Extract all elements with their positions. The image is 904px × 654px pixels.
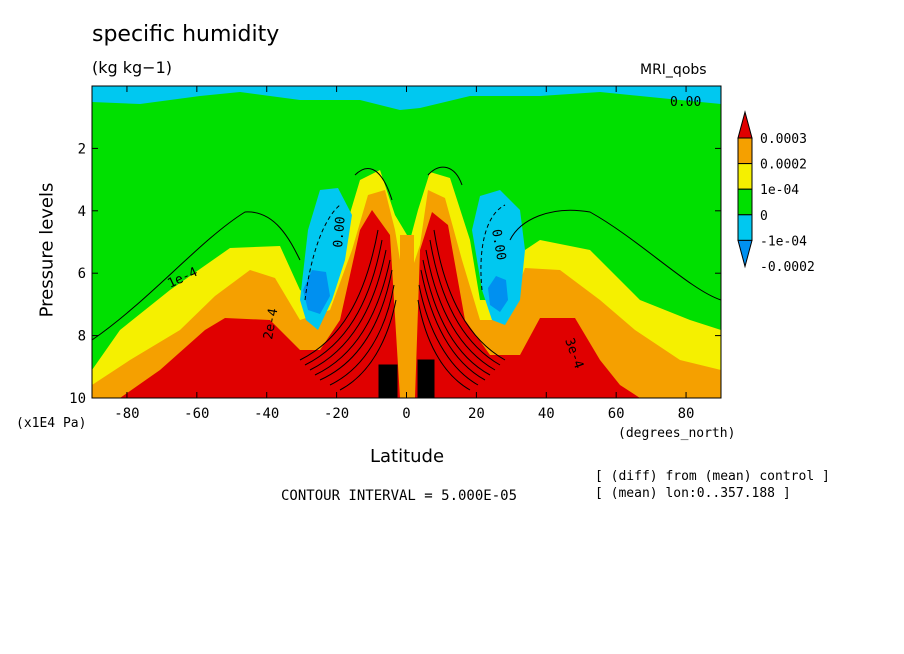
note-mean: [ (mean) lon:0..357.188 ] xyxy=(595,486,791,501)
field-min-north xyxy=(488,276,508,312)
field-negative-north xyxy=(472,190,525,325)
y-tick-label: 6 xyxy=(78,266,86,282)
colorbar-label: 0 xyxy=(760,209,768,224)
x-tick-label: 80 xyxy=(678,406,695,422)
colorbar-swatch xyxy=(737,214,753,241)
dense-contours xyxy=(92,166,721,398)
units-label: (kg kg−1) xyxy=(92,58,172,77)
colorbar-swatch xyxy=(737,137,753,165)
colorbar-swatch xyxy=(737,163,753,190)
field-equator-band xyxy=(400,235,414,398)
y-axis-units: (x1E4 Pa) xyxy=(16,416,87,431)
x-axis-label: Latitude xyxy=(369,446,445,467)
x-axis-units: (degrees_north) xyxy=(618,426,736,441)
contour-label: 0.00 xyxy=(670,95,701,110)
colorbar-label: -0.0002 xyxy=(760,260,815,275)
y-tick-label: 10 xyxy=(69,391,86,407)
x-tick-label: -40 xyxy=(254,406,279,422)
contour-label: 2e-4 xyxy=(261,307,281,341)
y-axis-label: Pressure levels xyxy=(36,182,58,318)
contour-interval: CONTOUR INTERVAL = 5.000E-05 xyxy=(281,488,518,504)
y-tick-label: 4 xyxy=(78,204,86,220)
dataset-label: MRI_qobs xyxy=(640,62,707,78)
colorbar: 0.0003 0.0002 1e-04 0 -1e-04 -0.0002 xyxy=(737,110,815,275)
colorbar-label: 1e-04 xyxy=(760,183,799,198)
field-negative-top xyxy=(92,86,721,110)
y-tick-label: 2 xyxy=(78,141,86,157)
x-tick-label: 40 xyxy=(538,406,555,422)
x-tick-label: -60 xyxy=(184,406,209,422)
contour-label: 0.00 xyxy=(488,228,508,261)
x-tick-label: 60 xyxy=(608,406,625,422)
colorbar-top-arrow xyxy=(737,110,753,139)
colorbar-label: 0.0002 xyxy=(760,158,807,173)
colorbar-label: 0.0003 xyxy=(760,132,807,147)
colorbar-label: -1e-04 xyxy=(760,234,807,249)
x-tick-label: 20 xyxy=(468,406,485,422)
x-tick-label: -80 xyxy=(114,406,139,422)
x-tick-label: 0 xyxy=(402,406,410,422)
axes: -80 -60 -40 -20 0 20 40 60 80 2 4 6 8 10 xyxy=(69,86,721,422)
colorbar-bottom-arrow xyxy=(737,239,753,269)
field-band-3e-04 xyxy=(120,210,640,398)
x-tick-label: -20 xyxy=(324,406,349,422)
contour-label: 0.00 xyxy=(331,216,349,249)
field-min-south xyxy=(303,270,330,314)
y-tick-label: 8 xyxy=(78,329,86,345)
colorbar-swatch xyxy=(737,188,753,216)
chart-title: specific humidity xyxy=(92,22,280,47)
note-diff: [ (diff) from (mean) control ] xyxy=(595,469,830,484)
